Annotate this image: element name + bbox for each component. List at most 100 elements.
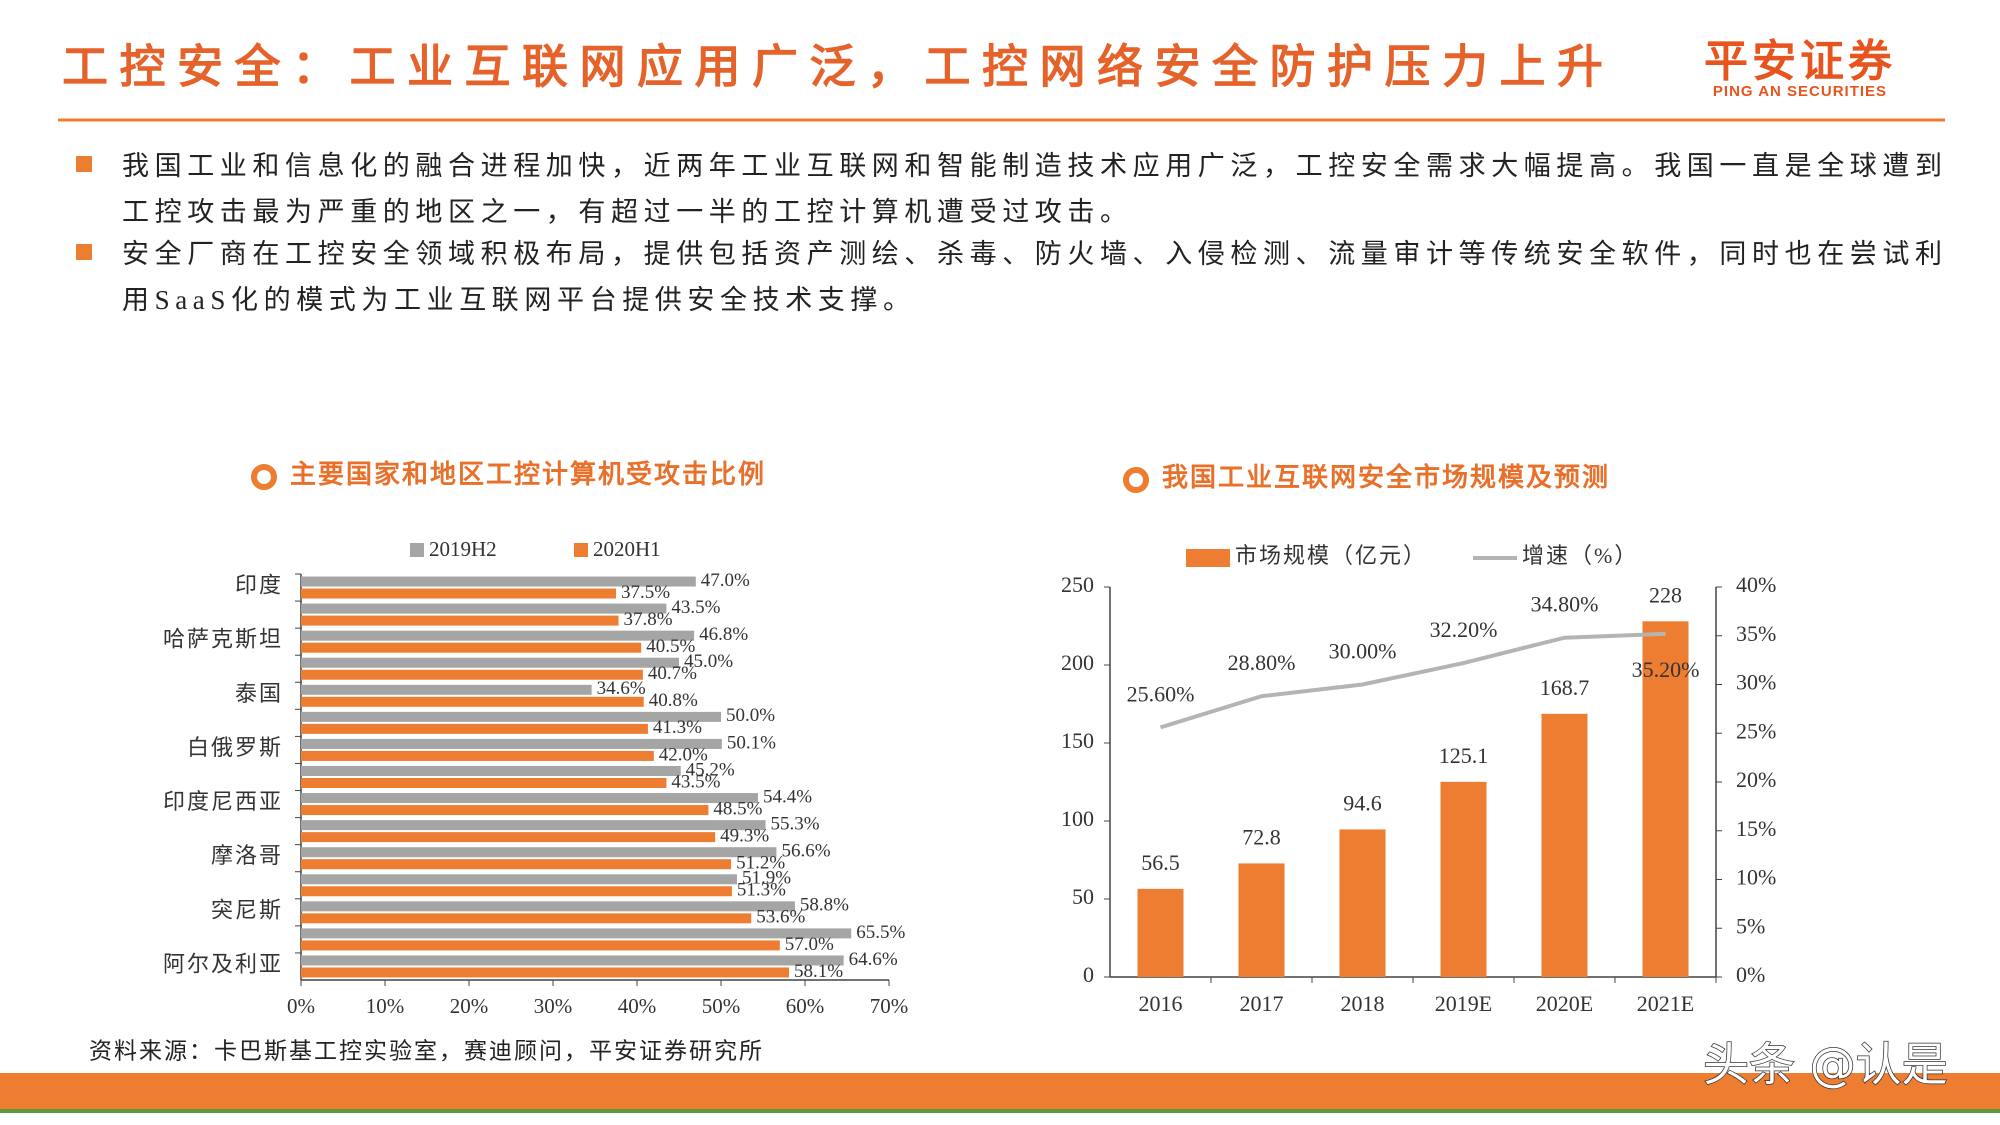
x-tick-label: 2018 bbox=[1341, 991, 1385, 1016]
value-label: 53.6% bbox=[756, 907, 805, 928]
y-tick-label: 150 bbox=[1061, 728, 1094, 753]
value-label: 49.3% bbox=[720, 825, 769, 846]
value-label: 37.8% bbox=[624, 609, 673, 630]
footer-stripe bbox=[0, 1109, 2000, 1113]
bar bbox=[301, 615, 619, 626]
value-label: 48.5% bbox=[713, 798, 762, 819]
value-label: 94.6 bbox=[1343, 790, 1382, 815]
y2-tick-label: 20% bbox=[1736, 767, 1776, 792]
chart-title: 主要国家和地区工控计算机受攻击比例 bbox=[290, 459, 766, 489]
y2-tick-label: 40% bbox=[1736, 572, 1776, 597]
value-label: 40.8% bbox=[649, 690, 698, 711]
value-label: 32.20% bbox=[1430, 617, 1498, 642]
bar bbox=[301, 603, 667, 614]
value-label: 34.80% bbox=[1531, 592, 1599, 617]
value-label: 30.00% bbox=[1329, 639, 1397, 664]
y-tick-label: 50 bbox=[1072, 884, 1094, 909]
bar bbox=[1440, 781, 1487, 977]
value-label: 25.60% bbox=[1127, 681, 1195, 706]
line bbox=[1159, 631, 1666, 730]
value-label: 57.0% bbox=[785, 934, 834, 955]
value-label: 50.1% bbox=[727, 732, 776, 753]
value-label: 35.20% bbox=[1632, 657, 1700, 682]
value-label: 168.7 bbox=[1540, 675, 1590, 700]
value-label: 34.6% bbox=[597, 678, 646, 699]
y-tick-label: 突尼斯 bbox=[211, 897, 283, 922]
x-tick-label: 2020E bbox=[1536, 991, 1593, 1016]
value-label: 51.3% bbox=[737, 880, 786, 901]
y-tick-label: 阿尔及利亚 bbox=[163, 952, 283, 977]
value-label: 51.2% bbox=[736, 853, 785, 874]
title-icon bbox=[251, 464, 277, 490]
value-label: 56.6% bbox=[781, 841, 830, 862]
value-label: 47.0% bbox=[701, 570, 750, 591]
bar bbox=[301, 901, 795, 912]
bar bbox=[301, 955, 844, 966]
y-tick-label: 250 bbox=[1061, 572, 1094, 597]
bar bbox=[301, 723, 648, 734]
y2-tick-label: 15% bbox=[1736, 816, 1776, 841]
value-label: 45.0% bbox=[684, 651, 733, 672]
value-label: 56.5 bbox=[1141, 850, 1180, 875]
value-label: 46.8% bbox=[699, 624, 748, 645]
bar bbox=[301, 967, 790, 978]
y-tick-label: 泰国 bbox=[235, 681, 283, 706]
value-label: 37.5% bbox=[621, 582, 670, 603]
value-label: 41.3% bbox=[653, 717, 702, 738]
bar bbox=[301, 913, 752, 924]
bar bbox=[301, 669, 643, 680]
bar bbox=[301, 576, 696, 587]
x-tick-label: 40% bbox=[618, 994, 657, 1018]
legend-swatch bbox=[574, 543, 588, 557]
bar bbox=[301, 928, 852, 939]
value-label: 28.80% bbox=[1228, 650, 1296, 675]
y2-tick-label: 10% bbox=[1736, 865, 1776, 890]
legend-label: 2020H1 bbox=[593, 537, 661, 561]
bar bbox=[301, 820, 766, 831]
y-tick-label: 印度尼西亚 bbox=[163, 789, 283, 814]
value-label: 72.8 bbox=[1242, 824, 1281, 849]
y2-tick-label: 30% bbox=[1736, 670, 1776, 695]
bar bbox=[301, 940, 780, 951]
bar bbox=[301, 778, 667, 788]
bar bbox=[301, 657, 679, 668]
y2-tick-label: 35% bbox=[1736, 621, 1776, 646]
value-label: 58.8% bbox=[800, 895, 849, 916]
bar bbox=[301, 630, 695, 641]
title-icon bbox=[1123, 467, 1149, 493]
bar bbox=[301, 738, 722, 749]
bullet-marker bbox=[76, 244, 92, 260]
value-label: 64.6% bbox=[849, 949, 898, 970]
value-label: 40.5% bbox=[646, 636, 695, 657]
bar bbox=[301, 588, 616, 599]
source-note: 资料来源：卡巴斯基工控实验室，赛迪顾问，平安证券研究所 bbox=[89, 1038, 764, 1063]
bar bbox=[301, 684, 592, 695]
footer-band bbox=[0, 1073, 2000, 1109]
bar bbox=[301, 886, 732, 897]
bar bbox=[1642, 621, 1689, 977]
x-tick-label: 10% bbox=[366, 994, 405, 1018]
bullet-marker bbox=[76, 156, 92, 172]
value-label: 45.2% bbox=[686, 759, 735, 780]
bar bbox=[301, 859, 732, 870]
y2-tick-label: 0% bbox=[1736, 962, 1765, 987]
x-tick-label: 60% bbox=[786, 994, 825, 1018]
bar bbox=[1541, 713, 1588, 977]
value-label: 42.0% bbox=[659, 744, 708, 765]
value-label: 125.1 bbox=[1439, 743, 1489, 768]
bullet-text: 安全厂商在工控安全领域积极布局，提供包括资产测绘、杀毒、防火墙、入侵检测、流量审… bbox=[122, 239, 1948, 315]
x-tick-label: 2016 bbox=[1139, 991, 1183, 1016]
y-tick-label: 摩洛哥 bbox=[211, 843, 283, 868]
value-label: 228 bbox=[1649, 582, 1682, 607]
y-tick-label: 0 bbox=[1083, 962, 1094, 987]
watermark: 头条 @认是 bbox=[1703, 1038, 1948, 1092]
value-label: 51.9% bbox=[742, 868, 791, 889]
chart-title: 我国工业互联网安全市场规模及预测 bbox=[1162, 462, 1610, 492]
slide-title: 工控安全：工业互联网应用广泛，工控网络安全防护压力上升 bbox=[62, 42, 1615, 93]
x-tick-label: 20% bbox=[450, 994, 489, 1018]
legend-label: 市场规模（亿元） bbox=[1235, 543, 1427, 568]
y-tick-label: 哈萨克斯坦 bbox=[163, 627, 283, 652]
bar bbox=[301, 805, 709, 816]
